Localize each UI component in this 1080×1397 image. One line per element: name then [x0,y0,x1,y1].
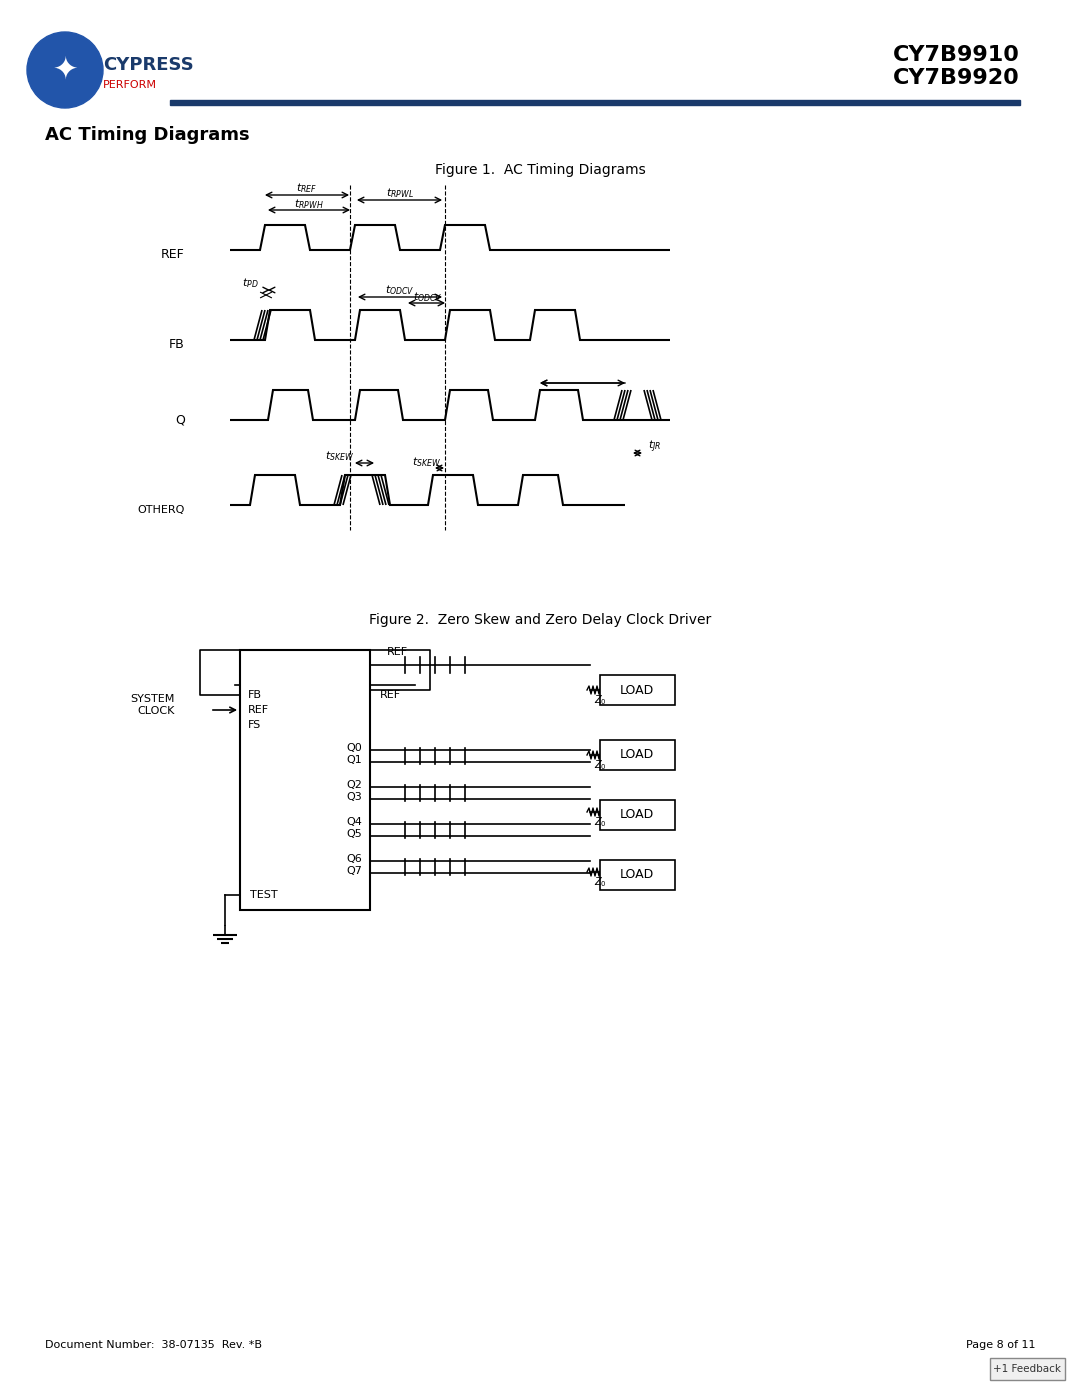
Text: REF: REF [248,705,269,715]
Text: Q0: Q0 [347,743,362,753]
Text: FB: FB [170,338,185,352]
Text: REF: REF [387,647,408,657]
Text: OTHERQ: OTHERQ [137,504,185,515]
Text: LOAD: LOAD [620,683,654,697]
Text: CY7B9910: CY7B9910 [893,45,1020,66]
Text: Q6: Q6 [347,854,362,863]
Text: $t_{RPWH}$: $t_{RPWH}$ [294,197,324,211]
Text: +1 Feedback: +1 Feedback [993,1363,1061,1375]
Text: AC Timing Diagrams: AC Timing Diagrams [45,126,249,144]
Text: Q2: Q2 [346,780,362,789]
Text: $t_{JR}$: $t_{JR}$ [648,439,662,455]
Text: Figure 2.  Zero Skew and Zero Delay Clock Driver: Figure 2. Zero Skew and Zero Delay Clock… [369,613,711,627]
Bar [600,800,675,830]
Text: $Z_0$: $Z_0$ [594,814,606,828]
Text: Document Number:  38-07135  Rev. *B: Document Number: 38-07135 Rev. *B [45,1340,262,1350]
Text: $t_{REF}$: $t_{REF}$ [296,182,318,196]
Bar [600,740,675,770]
Text: $t_{ODCV}$: $t_{ODCV}$ [386,284,415,298]
Text: Q3: Q3 [347,792,362,802]
Text: $Z_0$: $Z_0$ [594,875,606,888]
Text: Q4: Q4 [346,817,362,827]
Bar [170,101,1020,105]
Text: $t_{SKEW}$: $t_{SKEW}$ [413,455,442,469]
Bar [600,861,675,890]
Text: Q1: Q1 [347,754,362,766]
Text: LOAD: LOAD [620,749,654,761]
Bar [600,675,675,705]
Bar [990,1358,1065,1380]
Text: Q7: Q7 [346,866,362,876]
Text: PERFORM: PERFORM [103,80,157,89]
Text: FS: FS [248,719,261,731]
Text: CYPRESS: CYPRESS [103,56,193,74]
Text: $Z_0$: $Z_0$ [594,759,606,773]
Text: $t_{ODCV}$: $t_{ODCV}$ [414,291,443,305]
Bar [240,650,370,909]
Text: Figure 1.  AC Timing Diagrams: Figure 1. AC Timing Diagrams [434,163,646,177]
Text: $Z_0$: $Z_0$ [594,693,606,707]
Text: LOAD: LOAD [620,869,654,882]
Text: Page 8 of 11: Page 8 of 11 [966,1340,1035,1350]
Text: CY7B9920: CY7B9920 [893,68,1020,88]
Text: SYSTEM
CLOCK: SYSTEM CLOCK [131,694,175,717]
Text: $t_{PD}$: $t_{PD}$ [242,277,258,291]
Text: TEST: TEST [249,890,278,900]
Text: ✦: ✦ [52,56,78,84]
Text: LOAD: LOAD [620,809,654,821]
Text: $t_{RPWL}$: $t_{RPWL}$ [386,186,414,200]
Circle shape [27,32,103,108]
Text: Q: Q [175,414,185,426]
Text: $t_{SKEW}$: $t_{SKEW}$ [325,448,354,462]
Text: Q5: Q5 [347,828,362,840]
Text: REF: REF [161,249,185,261]
Text: FB: FB [248,690,262,700]
Text: REF: REF [380,690,401,700]
